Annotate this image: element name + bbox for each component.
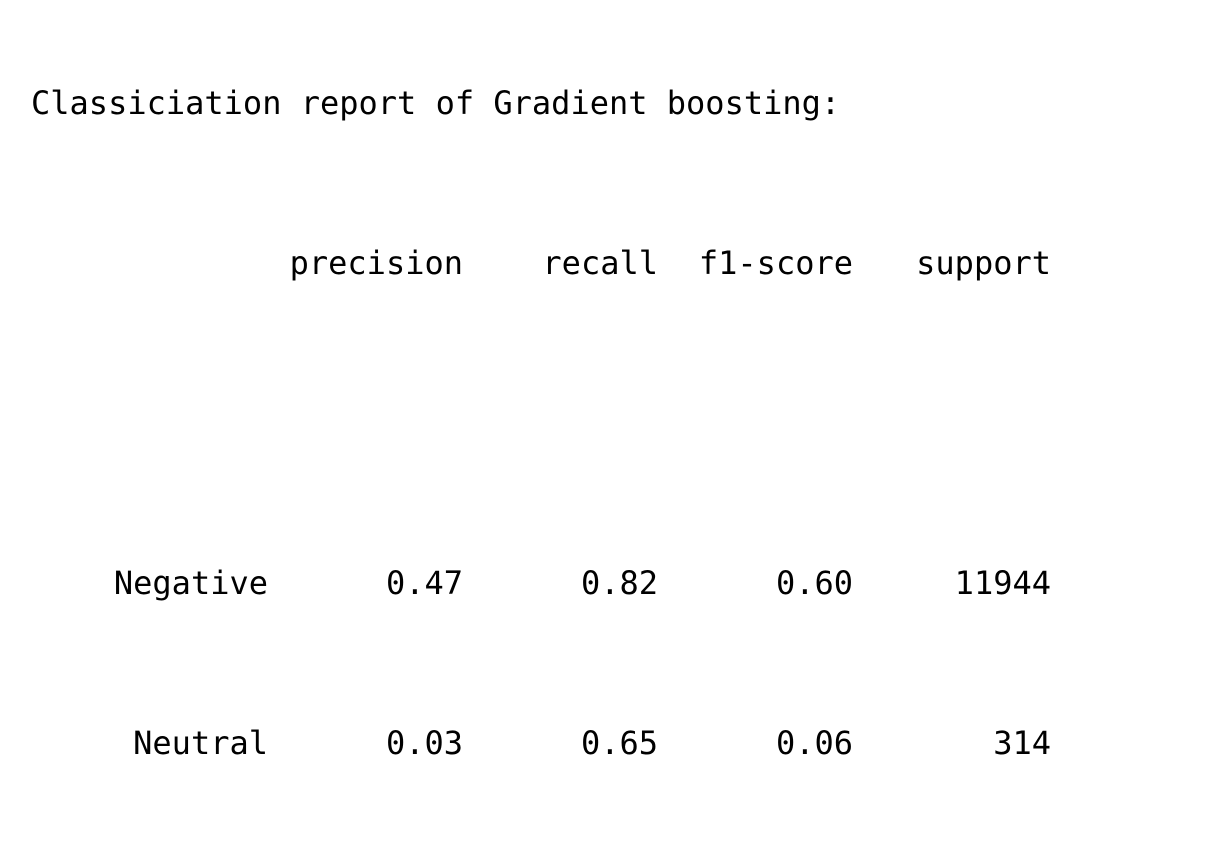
precision-value: 0.47 [385, 564, 463, 602]
row-label: Neutral [133, 724, 268, 762]
f1-score-value: 0.60 [775, 564, 853, 602]
recall-value: 0.82 [580, 564, 658, 602]
header-f1-score: f1-score [698, 244, 853, 282]
header-row: precision recall f1-score support [31, 243, 1051, 283]
support-value: 11944 [954, 564, 1051, 602]
classification-report: Classiciation report of Gradient boostin… [31, 3, 1051, 864]
table-row: Neutral 0.03 0.65 0.06 314 [31, 723, 1051, 763]
header-support: support [916, 244, 1051, 282]
header-precision: precision [289, 244, 463, 282]
row-label: Negative [113, 564, 268, 602]
table-row: Negative 0.47 0.82 0.60 11944 [31, 563, 1051, 603]
header-recall: recall [542, 244, 658, 282]
precision-value: 0.03 [385, 724, 463, 762]
f1-score-value: 0.06 [775, 724, 853, 762]
blank-line [31, 403, 1051, 443]
recall-value: 0.65 [580, 724, 658, 762]
report-title: Classiciation report of Gradient boostin… [31, 84, 841, 122]
support-value: 314 [993, 724, 1051, 762]
